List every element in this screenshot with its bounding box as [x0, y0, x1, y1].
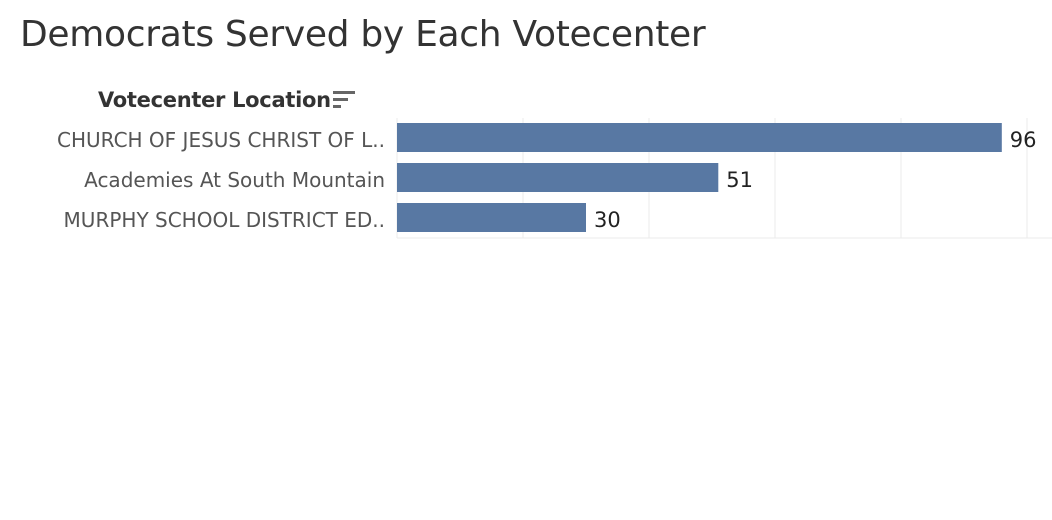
bar[interactable]	[397, 123, 1002, 152]
category-label: CHURCH OF JESUS CHRIST OF L..	[57, 128, 385, 152]
data-label: 96	[1010, 128, 1037, 152]
chart-title: Democrats Served by Each Votecenter	[20, 14, 706, 55]
bar-chart: CHURCH OF JESUS CHRIST OF L.. 96 Academies…	[57, 118, 1052, 239]
bar[interactable]	[397, 163, 719, 192]
category-label: Academies At South Mountain	[84, 168, 385, 192]
column-header-votecenter-location: Votecenter Location	[98, 88, 331, 112]
data-label: 51	[726, 168, 753, 192]
sort-descending-icon[interactable]	[333, 91, 355, 111]
data-label: 30	[594, 208, 621, 232]
category-label: MURPHY SCHOOL DISTRICT ED..	[64, 208, 385, 232]
bar[interactable]	[397, 203, 586, 232]
